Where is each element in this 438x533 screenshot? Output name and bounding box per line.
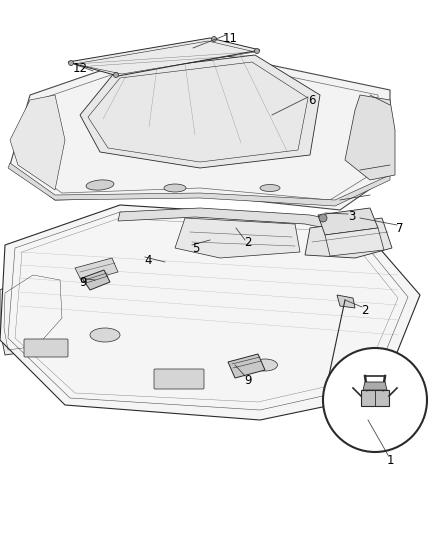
Circle shape: [113, 72, 119, 77]
Polygon shape: [318, 208, 378, 235]
Text: 1: 1: [386, 454, 394, 466]
Polygon shape: [305, 218, 392, 258]
Text: 9: 9: [244, 374, 252, 386]
Text: 11: 11: [223, 31, 237, 44]
Polygon shape: [175, 218, 300, 258]
Polygon shape: [363, 382, 387, 390]
Polygon shape: [361, 390, 389, 406]
Polygon shape: [118, 208, 355, 232]
Polygon shape: [8, 163, 390, 206]
Polygon shape: [0, 270, 68, 355]
Polygon shape: [10, 45, 390, 210]
Polygon shape: [75, 258, 118, 282]
Ellipse shape: [252, 359, 278, 371]
Circle shape: [212, 36, 216, 42]
Circle shape: [68, 61, 74, 66]
Polygon shape: [228, 354, 265, 378]
Ellipse shape: [90, 328, 120, 342]
Text: 2: 2: [244, 237, 252, 249]
Ellipse shape: [164, 184, 186, 192]
Circle shape: [323, 348, 427, 452]
FancyBboxPatch shape: [154, 369, 204, 389]
Text: 9: 9: [79, 276, 87, 288]
Circle shape: [319, 214, 327, 222]
Ellipse shape: [260, 184, 280, 191]
Polygon shape: [337, 295, 355, 308]
Polygon shape: [0, 205, 420, 420]
Polygon shape: [82, 270, 110, 290]
Text: 12: 12: [73, 61, 88, 75]
Polygon shape: [80, 55, 320, 168]
Polygon shape: [10, 95, 65, 190]
Ellipse shape: [86, 180, 114, 190]
Polygon shape: [68, 38, 260, 76]
Polygon shape: [345, 95, 395, 180]
Text: 2: 2: [361, 303, 369, 317]
Text: 3: 3: [348, 211, 356, 223]
Circle shape: [254, 49, 259, 53]
Text: 4: 4: [144, 254, 152, 266]
Text: 5: 5: [192, 241, 200, 254]
Polygon shape: [325, 228, 384, 256]
Text: 6: 6: [308, 93, 316, 107]
FancyBboxPatch shape: [24, 339, 68, 357]
Text: 7: 7: [396, 222, 404, 235]
